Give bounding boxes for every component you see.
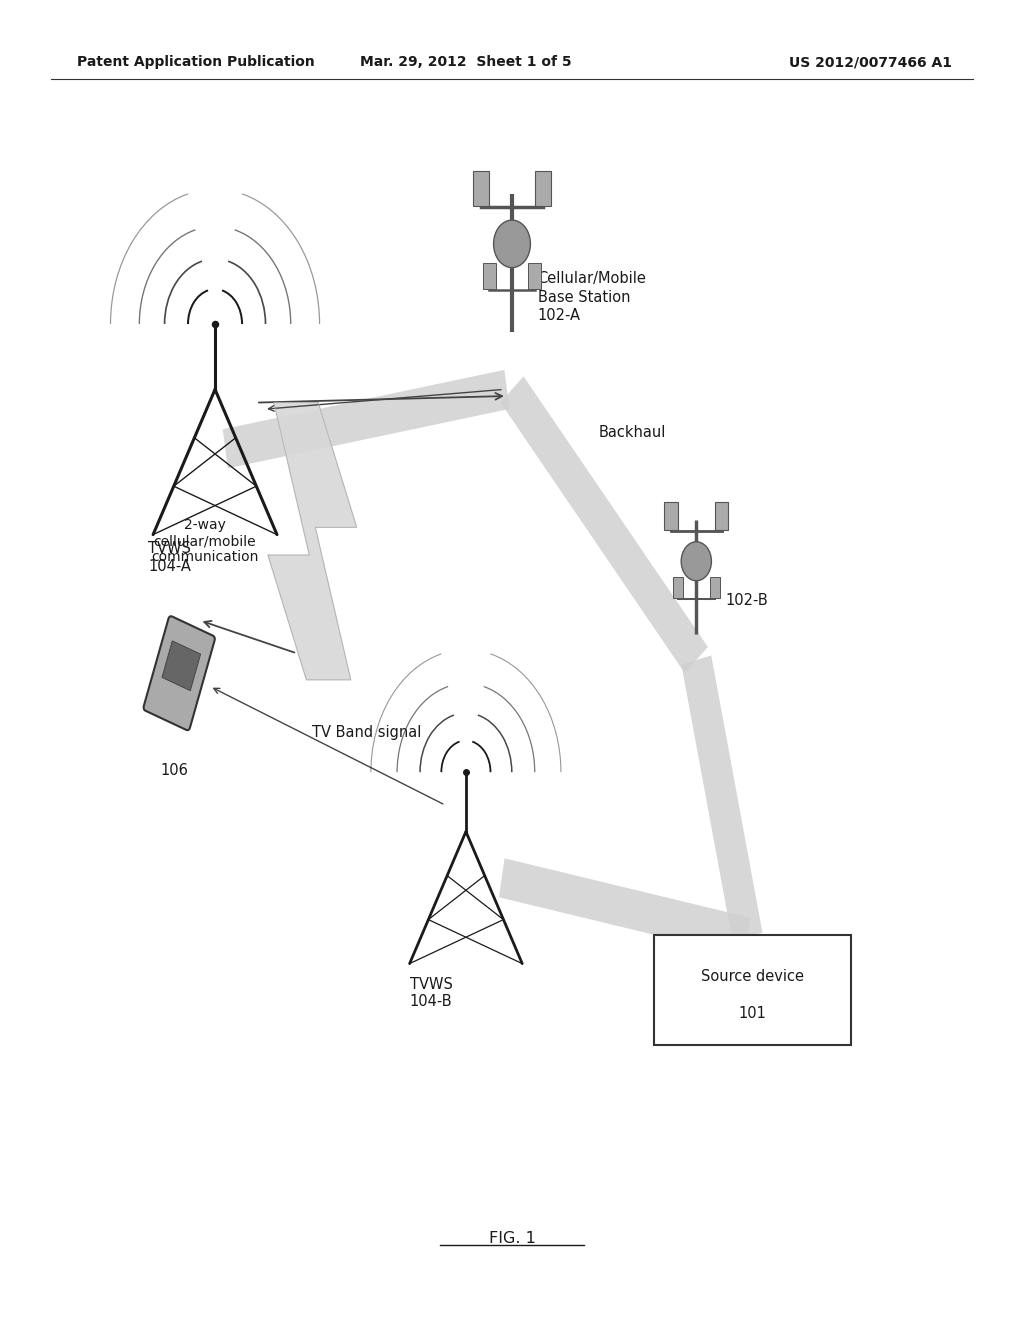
FancyBboxPatch shape (653, 935, 851, 1045)
Polygon shape (268, 403, 356, 680)
Text: FIG. 1: FIG. 1 (488, 1230, 536, 1246)
Text: Source device: Source device (701, 969, 804, 985)
Bar (673, 577, 683, 598)
Text: TVWS
104-A: TVWS 104-A (148, 541, 191, 574)
Bar (715, 502, 728, 529)
Text: TV Band signal: TV Band signal (312, 725, 422, 741)
FancyBboxPatch shape (162, 642, 201, 690)
Text: 106: 106 (160, 763, 188, 777)
Polygon shape (681, 656, 763, 941)
Text: 102-B: 102-B (725, 593, 768, 609)
Circle shape (494, 220, 530, 268)
Bar (665, 502, 678, 529)
Text: 2-way
cellular/mobile
communication: 2-way cellular/mobile communication (152, 517, 258, 565)
Text: 101: 101 (738, 1006, 767, 1022)
Text: Mar. 29, 2012  Sheet 1 of 5: Mar. 29, 2012 Sheet 1 of 5 (360, 55, 571, 69)
Polygon shape (499, 858, 751, 957)
Text: Patent Application Publication: Patent Application Publication (77, 55, 314, 69)
Bar (528, 263, 541, 289)
Polygon shape (223, 370, 509, 469)
Circle shape (681, 541, 712, 581)
Bar (473, 172, 489, 206)
Text: Cellular/Mobile
Base Station
102-A: Cellular/Mobile Base Station 102-A (538, 271, 646, 323)
Bar (483, 263, 496, 289)
FancyBboxPatch shape (143, 616, 215, 730)
Bar (535, 172, 551, 206)
Polygon shape (501, 376, 708, 673)
Text: US 2012/0077466 A1: US 2012/0077466 A1 (790, 55, 952, 69)
Bar (710, 577, 720, 598)
Text: Backhaul: Backhaul (599, 425, 667, 440)
Text: TVWS
104-B: TVWS 104-B (410, 977, 453, 1010)
